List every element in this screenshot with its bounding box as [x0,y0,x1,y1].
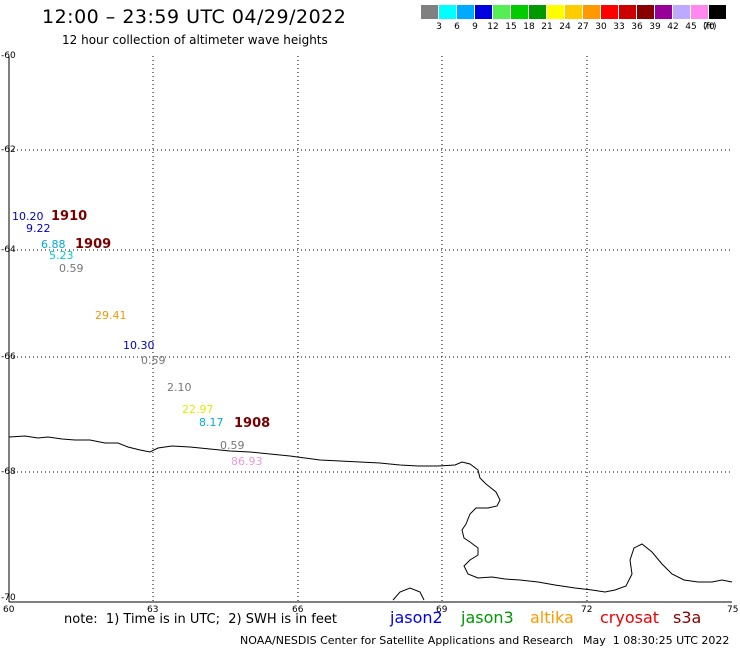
colorbar-swatch [421,5,438,19]
colorbar-swatch [547,5,564,19]
colorbar-label: 70 [703,22,715,32]
colorbar-swatch [673,5,690,19]
lat-tick-label: -68 [1,467,16,477]
coastline-fragment [392,587,425,601]
colorbar-label: 21 [541,22,553,32]
observation-label: 6.88 [41,238,66,251]
colorbar-swatch [475,5,492,19]
observation-label: 29.41 [95,309,127,322]
legend-altika: altika [530,608,574,627]
lat-tick-label: -66 [1,352,16,362]
legend-jason2: jason2 [390,608,443,627]
colorbar-swatch [511,5,528,19]
colorbar-swatch [691,5,708,19]
colorbar-swatch [529,5,546,19]
observation-label: 2.10 [167,381,192,394]
lat-tick-label: -64 [1,245,16,255]
lon-tick-label: 72 [581,605,593,615]
lon-tick-label: 75 [727,605,739,615]
observation-label: 22.97 [182,403,214,416]
generation-timestamp: May 1 08:30:25 UTC 2022 [583,634,730,647]
colorbar-swatch [583,5,600,19]
colorbar-label: 45 [685,22,697,32]
footer-note: note: 1) Time is in UTC; 2) SWH is in fe… [64,612,337,627]
storm-label: 1910 [51,209,88,224]
map-subtitle: 12 hour collection of altimeter wave hei… [62,33,328,47]
colorbar-label: 36 [631,22,643,32]
legend-s3a: s3a [673,608,702,627]
observation-label: 9.22 [26,222,51,235]
observation-label: 0.59 [59,262,84,275]
colorbar-swatch [655,5,672,19]
credit-line: NOAA/NESDIS Center for Satellite Applica… [240,634,574,647]
storm-label: 1909 [75,237,112,252]
observation-label: 10.30 [123,339,155,352]
lat-tick-label: -62 [1,145,16,155]
observation-label: 5.23 [49,249,74,262]
observation-label: 10.20 [12,210,44,223]
colorbar-swatch [619,5,636,19]
colorbar-label: 3 [436,22,442,32]
observation-label: 8.17 [199,416,224,429]
lon-tick-label: 69 [436,605,448,615]
colorbar-label: 6 [454,22,460,32]
lon-tick-label: 60 [3,605,15,615]
colorbar-swatch [493,5,510,19]
colorbar-swatch [709,5,726,19]
graticule [9,56,732,602]
legend-jason3: jason3 [461,608,514,627]
colorbar-label: 39 [649,22,661,32]
lon-tick-label: 63 [147,605,159,615]
colorbar-label: 27 [577,22,589,32]
colorbar-label: 18 [523,22,535,32]
colorbar-swatch [637,5,654,19]
colorbar-label: 12 [487,22,499,32]
colorbar-label: 24 [559,22,571,32]
colorbar-label: 30 [595,22,607,32]
colorbar-label: 42 [667,22,679,32]
colorbar-label: 15 [505,22,517,32]
colorbar-swatch [601,5,618,19]
colorbar-label: 33 [613,22,625,32]
legend-cryosat: cryosat [600,608,660,627]
colorbar-unit: (ft) [703,22,717,32]
lat-tick-label: -70 [1,593,16,603]
observation-label: 86.93 [231,455,263,468]
antarctic-coastline [8,435,733,593]
map-title: 12:00 – 23:59 UTC 04/29/2022 [42,6,347,28]
storm-label: 1908 [234,416,271,431]
map-frame [8,56,732,603]
lat-tick-label: -60 [1,51,16,61]
observation-label: 0.59 [141,354,166,367]
colorbar-swatch [457,5,474,19]
lon-tick-label: 66 [292,605,304,615]
colorbar-swatch [565,5,582,19]
colorbar-swatch [439,5,456,19]
colorbar-label: 9 [472,22,478,32]
observation-label: 0.59 [220,439,245,452]
